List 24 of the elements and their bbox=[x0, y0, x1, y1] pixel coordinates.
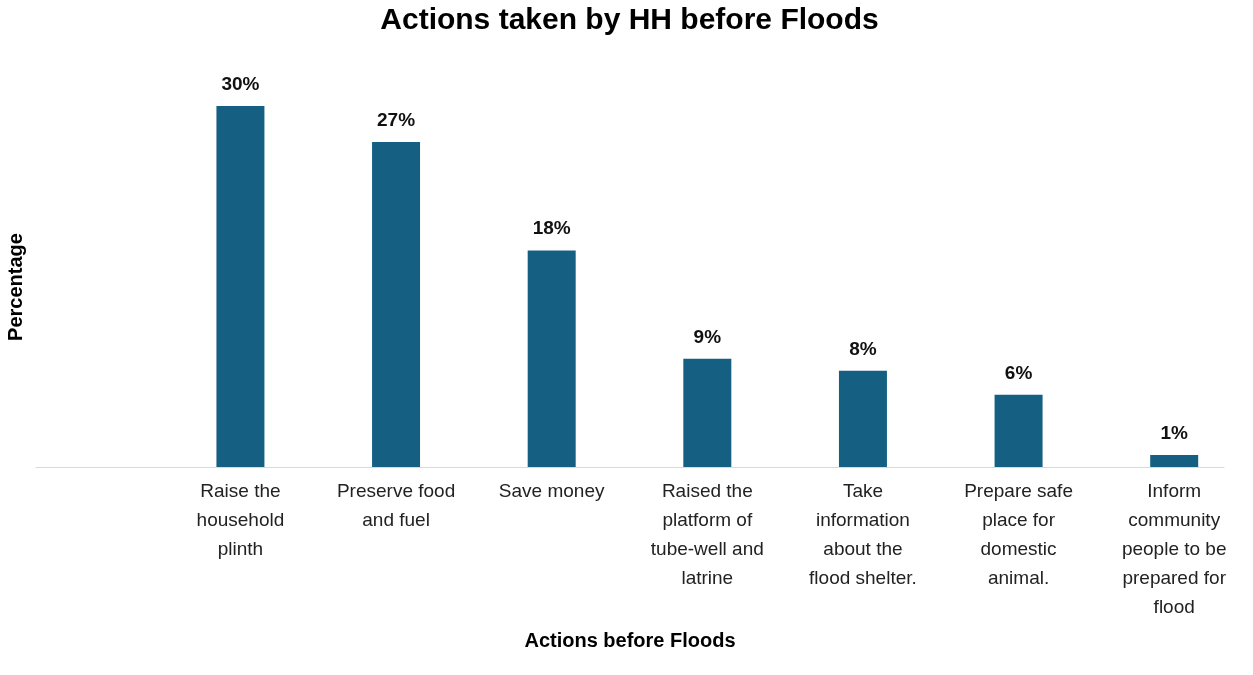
x-tick-label: Prepare safe place for domestic animal. bbox=[964, 479, 1073, 588]
bar bbox=[216, 106, 265, 467]
bar bbox=[1150, 454, 1199, 467]
data-label: 18% bbox=[532, 217, 571, 239]
x-tick-label: Save money bbox=[498, 479, 605, 501]
y-axis-title: Percentage bbox=[3, 233, 26, 341]
bar bbox=[683, 358, 732, 467]
bar bbox=[994, 394, 1043, 467]
data-label: 6% bbox=[1004, 361, 1033, 383]
data-label: 27% bbox=[377, 109, 416, 131]
x-tick-label: Raised the platform of tube-well and latrine bbox=[650, 479, 764, 588]
data-label: 30% bbox=[221, 73, 260, 94]
x-axis-title: Actions before Floods bbox=[524, 628, 736, 651]
chart-title: Actions taken by HH before Floods bbox=[380, 2, 879, 35]
data-label: 9% bbox=[693, 325, 722, 347]
x-tick-label: Preserve food and fuel bbox=[336, 479, 456, 530]
data-label: 1% bbox=[1160, 421, 1189, 443]
data-label: 8% bbox=[849, 337, 877, 359]
x-tick-label: Inform community people to be prepared for flood bbox=[1121, 479, 1227, 617]
bar bbox=[838, 370, 887, 467]
bar bbox=[372, 142, 421, 467]
x-tick-label: Take information about the flood shelter. bbox=[809, 479, 917, 588]
bar bbox=[527, 250, 576, 467]
x-tick-label: Raise the household plinth bbox=[196, 479, 285, 559]
